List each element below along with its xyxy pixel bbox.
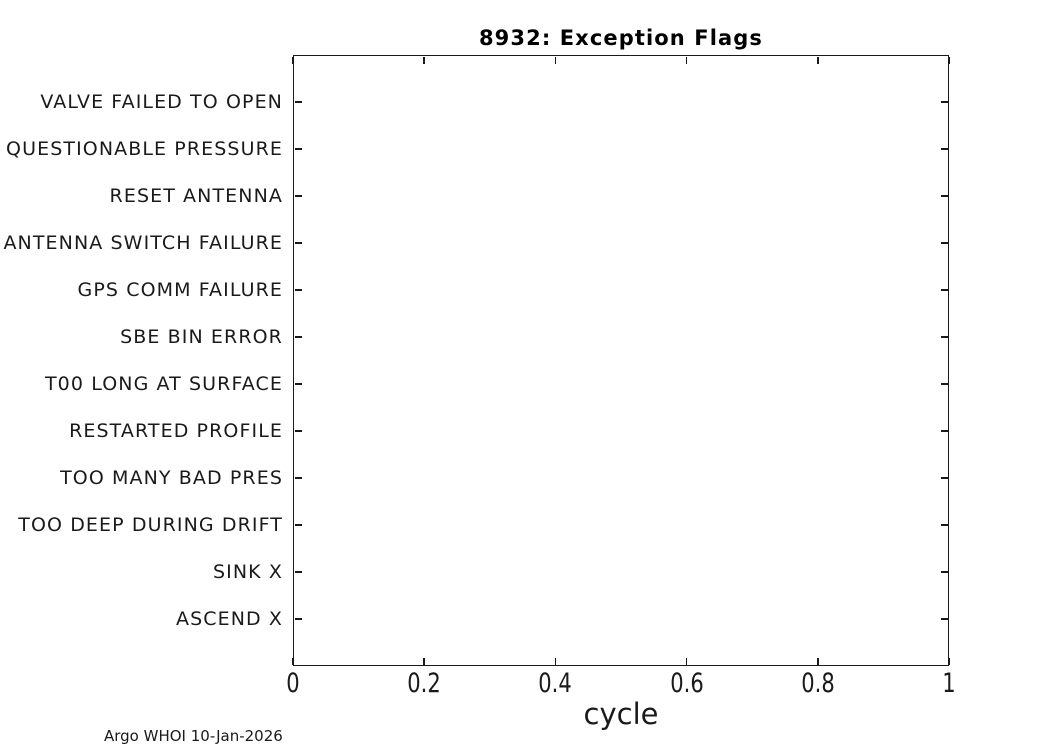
- xtick-label-text: 0.2: [407, 668, 441, 699]
- x-axis-label: cycle: [583, 697, 659, 731]
- x-tick-mark-bottom: [554, 657, 557, 665]
- y-tick-mark-right: [940, 524, 948, 526]
- y-tick-mark-left: [294, 430, 302, 432]
- y-tick-mark-right: [940, 101, 948, 103]
- ytick-label: VALVE FAILED TO OPEN: [40, 90, 283, 113]
- y-tick-mark-right: [940, 430, 948, 432]
- xtick-label-text: 0.4: [538, 668, 573, 699]
- x-tick-mark-top: [423, 56, 425, 64]
- y-tick-mark-right: [940, 477, 948, 479]
- y-tick-mark-left: [294, 571, 302, 573]
- ytick-label: RESET ANTENNA: [109, 184, 283, 207]
- y-tick-mark-left: [294, 336, 302, 338]
- y-tick-mark-left: [294, 148, 302, 150]
- ytick-label: TOO DEEP DURING DRIFT: [18, 513, 283, 536]
- xtick-label-text: 0: [286, 668, 300, 699]
- y-tick-mark-left: [294, 101, 302, 103]
- x-tick-mark-bottom: [292, 657, 294, 665]
- ytick-label: GPS COMM FAILURE: [77, 278, 283, 301]
- y-tick-mark-left: [294, 242, 302, 244]
- ytick-label: RESTARTED PROFILE: [69, 419, 283, 442]
- xtick-label-text: 0.6: [669, 668, 704, 699]
- y-tick-mark-right: [940, 195, 948, 197]
- x-tick-mark-top: [554, 56, 557, 64]
- xtick-label: 0.6: [665, 669, 708, 699]
- xtick-label: 0.8: [796, 669, 839, 699]
- plot-area: [293, 55, 949, 666]
- y-tick-mark-left: [294, 477, 302, 479]
- xtick-label: 1: [940, 669, 957, 699]
- y-tick-mark-right: [940, 289, 948, 291]
- chart-title: 8932: Exception Flags: [478, 26, 764, 50]
- xtick-label-text: 1: [942, 668, 956, 699]
- x-tick-mark-bottom: [817, 657, 819, 665]
- xtick-label: 0.4: [534, 669, 577, 699]
- xtick-label: 0.2: [403, 669, 446, 699]
- xtick-label: 0: [284, 669, 301, 699]
- ytick-label: ANTENNA SWITCH FAILURE: [3, 231, 283, 254]
- ytick-label: TOO MANY BAD PRES: [60, 466, 283, 489]
- y-tick-mark-right: [940, 571, 948, 573]
- x-tick-mark-top: [685, 56, 688, 64]
- ytick-label: QUESTIONABLE PRESSURE: [6, 137, 283, 160]
- y-tick-mark-left: [294, 195, 302, 197]
- y-tick-mark-right: [940, 148, 948, 150]
- x-tick-mark-bottom: [423, 657, 425, 665]
- y-tick-mark-right: [940, 242, 948, 244]
- x-tick-mark-bottom: [948, 657, 950, 665]
- credit-text: Argo WHOI 10-Jan-2026: [104, 727, 283, 745]
- x-tick-mark-top: [817, 56, 819, 64]
- y-tick-mark-left: [294, 618, 302, 620]
- x-tick-mark-bottom: [685, 657, 688, 665]
- y-tick-mark-left: [294, 383, 302, 385]
- x-tick-mark-top: [948, 56, 950, 64]
- y-tick-mark-right: [940, 336, 948, 338]
- xtick-label-text: 0.8: [801, 668, 835, 699]
- y-tick-mark-left: [294, 524, 302, 526]
- y-tick-mark-right: [940, 383, 948, 385]
- ytick-label: T00 LONG AT SURFACE: [44, 372, 283, 395]
- x-tick-mark-top: [292, 56, 294, 64]
- ytick-label: ASCEND X: [175, 607, 283, 630]
- y-tick-mark-left: [294, 289, 302, 291]
- ytick-label: SINK X: [213, 560, 283, 583]
- y-tick-mark-right: [940, 618, 948, 620]
- ytick-label: SBE BIN ERROR: [120, 325, 283, 348]
